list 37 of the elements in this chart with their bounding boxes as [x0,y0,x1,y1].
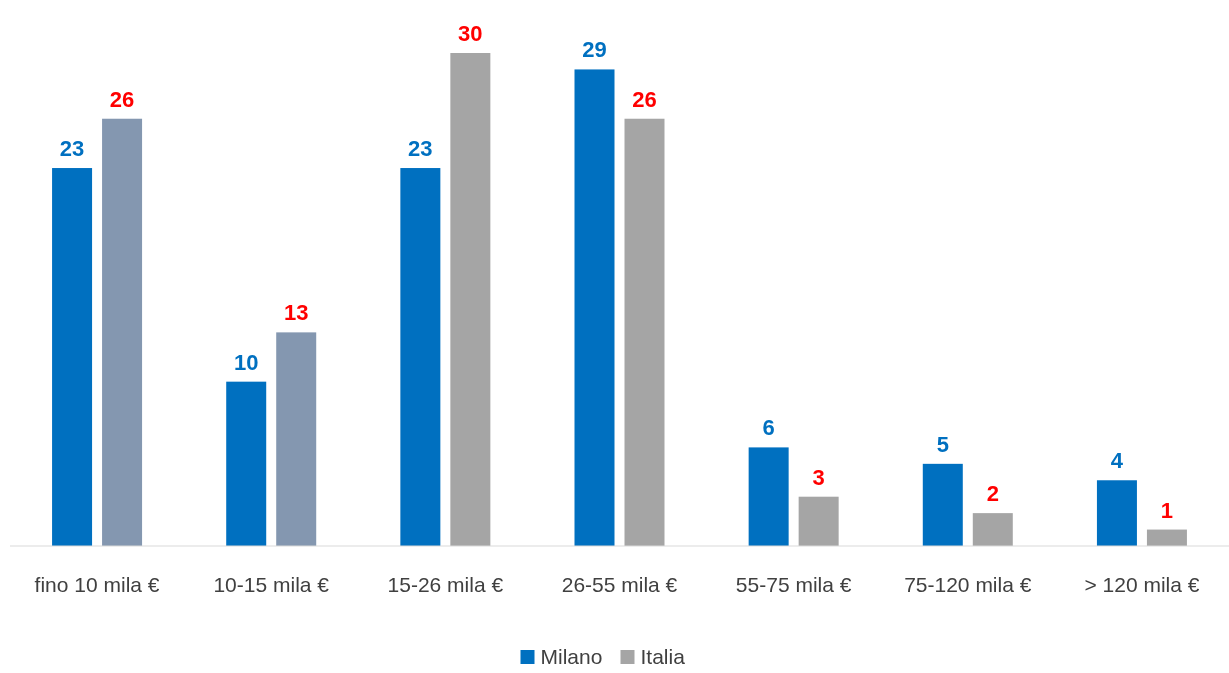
bar [748,447,789,546]
data-label: 3 [812,464,825,490]
bar [226,381,267,546]
x-tick-label: fino 10 mila € [34,573,160,596]
data-label: 4 [1110,448,1124,474]
data-label: 5 [936,431,949,457]
data-label: 1 [1160,497,1174,523]
bar [798,496,839,546]
bar [624,118,665,546]
data-label: 29 [582,37,607,63]
data-label: 2 [986,481,999,507]
data-label: 13 [283,300,309,326]
x-tick-label: 15-26 mila € [387,573,504,596]
x-tick-label: 75-120 mila € [904,573,1032,596]
bar [972,513,1013,546]
data-label: 26 [109,86,135,112]
x-tick-label: 10-15 mila € [213,573,330,596]
bar [574,69,615,546]
data-label: 30 [458,21,483,46]
legend-label: Milano [540,645,603,668]
bar [400,168,441,546]
bar [276,332,317,546]
data-label: 23 [59,136,85,162]
bar [1146,529,1187,546]
data-label: 23 [408,136,433,162]
bar [102,118,143,546]
data-label: 10 [233,349,259,375]
bar [450,53,491,546]
legend-label: Italia [640,645,686,668]
x-tick-label: 55-75 mila € [735,573,852,596]
x-tick-label: > 120 mila € [1084,573,1200,596]
bar [52,168,93,546]
bar [1096,480,1137,546]
x-tick-label: 26-55 mila € [561,573,678,596]
data-label: 26 [632,86,657,112]
bar [922,463,963,546]
data-label: 6 [762,415,775,441]
